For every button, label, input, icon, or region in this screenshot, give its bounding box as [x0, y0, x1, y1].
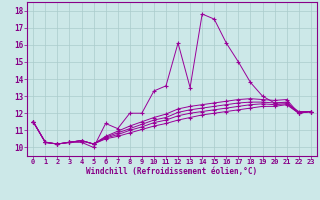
- X-axis label: Windchill (Refroidissement éolien,°C): Windchill (Refroidissement éolien,°C): [86, 167, 258, 176]
